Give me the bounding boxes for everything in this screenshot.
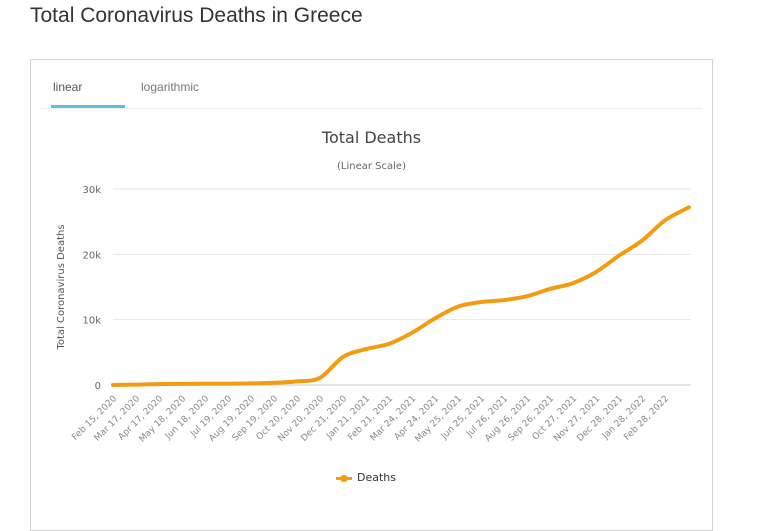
deaths-series-line[interactable] — [111, 205, 691, 387]
active-tab-indicator — [51, 105, 125, 108]
y-tick-label: 0 — [95, 381, 101, 392]
legend-item-deaths[interactable]: Deaths — [336, 471, 396, 484]
tab-logarithmic[interactable]: logarithmic — [141, 80, 200, 94]
chart-subtitle: (Linear Scale) — [337, 161, 406, 172]
legend-label: Deaths — [357, 471, 396, 484]
y-tick-label: 10k — [82, 316, 101, 327]
tab-linear[interactable]: linear — [53, 80, 83, 94]
line-marker-icon — [336, 474, 352, 482]
y-tick-label: 30k — [82, 185, 101, 196]
y-tick-label: 20k — [82, 250, 101, 261]
scale-tabs: linear logarithmic — [41, 60, 702, 109]
y-axis-label: Total Coronavirus Deaths — [56, 224, 67, 350]
chart-card: linear logarithmic Total Deaths (Linear … — [30, 59, 713, 531]
page-title: Total Coronavirus Deaths in Greece — [30, 4, 363, 27]
chart-title: Total Deaths — [321, 128, 422, 147]
